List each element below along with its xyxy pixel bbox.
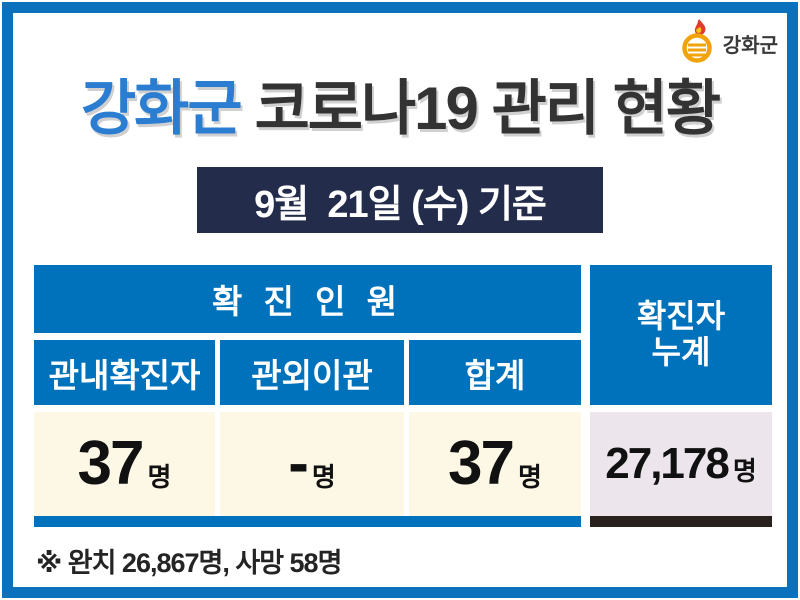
local-confirmed-value: 37 bbox=[77, 429, 145, 498]
page-title-highlight: 강화군 bbox=[80, 75, 243, 142]
county-logo: 강화군 bbox=[677, 18, 778, 69]
county-emblem-icon bbox=[677, 18, 717, 69]
table-cell-local-confirmed: 37 명 bbox=[34, 412, 215, 516]
local-confirmed-unit: 명 bbox=[147, 461, 172, 492]
table-header-cumulative: 확진자 누계 bbox=[590, 265, 772, 405]
cumulative-label-line2: 누계 bbox=[651, 334, 711, 370]
page-title-rest: 코로나19 관리 현황 bbox=[254, 75, 721, 142]
total-unit: 명 bbox=[518, 461, 542, 492]
table-cell-transferred-out: - 명 bbox=[220, 412, 404, 516]
reference-date-banner: 9월 21일 (수) 기준 bbox=[197, 167, 603, 233]
cumulative-label-line1: 확진자 bbox=[636, 298, 726, 335]
table-header-confirmed-group: 확 진 인 원 bbox=[34, 265, 581, 333]
table-header-total: 합계 bbox=[409, 340, 581, 405]
page-title: 강화군 코로나19 관리 현황 bbox=[0, 60, 800, 147]
total-value: 37 bbox=[448, 429, 515, 498]
transferred-out-value: - bbox=[288, 429, 309, 498]
county-logo-label: 강화군 bbox=[722, 35, 778, 57]
table-underline-blue bbox=[34, 516, 581, 527]
table-cell-total: 37 명 bbox=[409, 412, 581, 516]
table-cell-cumulative: 27,178 명 bbox=[590, 412, 772, 516]
table-header-local-confirmed: 관내확진자 bbox=[34, 340, 215, 405]
cumulative-unit: 명 bbox=[732, 455, 757, 486]
table-underline-dark bbox=[590, 516, 772, 527]
transferred-out-unit: 명 bbox=[311, 461, 336, 492]
cumulative-value: 27,178 bbox=[605, 439, 730, 488]
table-header-transferred-out: 관외이관 bbox=[220, 340, 404, 405]
footnote-recovered-deaths: ※ 완치 26,867명, 사망 58명 bbox=[36, 548, 342, 578]
covid-status-table: 확 진 인 원 확진자 누계 관내확진자 관외이관 합계 37 명 - 명 37… bbox=[34, 265, 772, 527]
